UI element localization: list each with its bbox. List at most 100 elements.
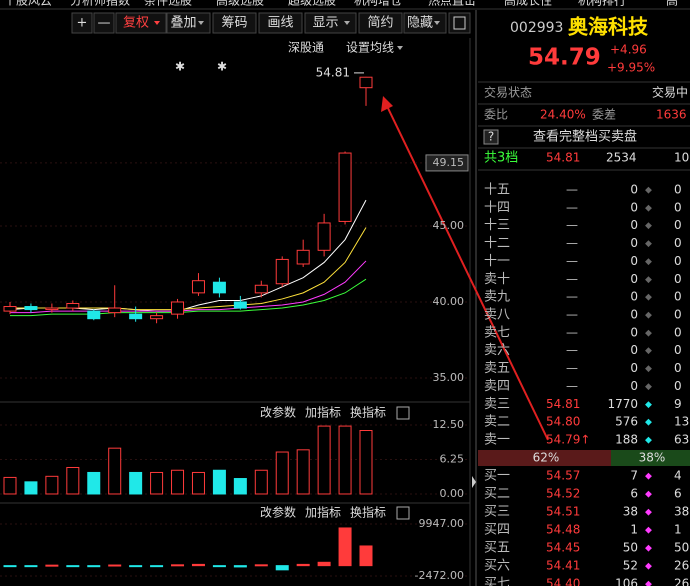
level-price: 54.41 bbox=[546, 559, 580, 573]
y-tick-label: -2472.00 bbox=[415, 569, 464, 582]
bar bbox=[87, 471, 101, 495]
toolbar-button[interactable] bbox=[304, 12, 357, 34]
level-extra: 0 bbox=[674, 218, 682, 232]
toolbar-button[interactable] bbox=[166, 12, 211, 34]
y-tick-label: 9947.00 bbox=[419, 517, 465, 530]
indicator-button[interactable]: 改参数 bbox=[260, 505, 296, 520]
menu-item[interactable]: 分析师指数 bbox=[70, 0, 130, 8]
toolbar-button[interactable] bbox=[212, 12, 257, 34]
candle-body bbox=[150, 315, 164, 320]
toolbar-button[interactable] bbox=[93, 12, 115, 34]
bar bbox=[108, 564, 122, 567]
candle-body bbox=[254, 284, 268, 294]
level-marker: ◆ bbox=[645, 186, 652, 196]
level-volume: 106 bbox=[615, 577, 638, 586]
bar bbox=[150, 471, 164, 495]
level-price: 54.48 bbox=[546, 523, 580, 537]
level-extra: 1 bbox=[674, 523, 682, 537]
level-price: 54.45 bbox=[546, 541, 580, 555]
level-price: — bbox=[566, 325, 578, 339]
menu-item[interactable]: 高级选股 bbox=[216, 0, 264, 8]
level-marker: ◆ bbox=[645, 526, 652, 536]
level-label: 买三 bbox=[484, 505, 510, 520]
high-marker-label: 54.81 bbox=[316, 65, 350, 79]
level-label: 买六 bbox=[484, 559, 510, 574]
menu-item[interactable]: 机构排行 bbox=[578, 0, 626, 8]
bar bbox=[108, 447, 122, 495]
indicator-button[interactable]: 换指标 bbox=[350, 505, 386, 520]
bar bbox=[3, 565, 17, 568]
price: 54.79 bbox=[528, 45, 601, 71]
level-marker: ◆ bbox=[645, 203, 652, 213]
indicator-button[interactable]: 换指标 bbox=[350, 405, 386, 420]
level-volume: 0 bbox=[630, 325, 638, 339]
level-label: 卖十 bbox=[484, 272, 510, 287]
level-extra: 0 bbox=[674, 325, 682, 339]
level-marker: ◆ bbox=[645, 418, 652, 428]
toolbar-button[interactable] bbox=[448, 12, 471, 34]
menu-item[interactable]: 高成长性 bbox=[504, 0, 552, 8]
menu-item[interactable]: 条件选股 bbox=[144, 0, 192, 8]
indicator-button[interactable]: 改参数 bbox=[260, 405, 296, 420]
annotation[interactable]: 深股通 bbox=[288, 41, 324, 55]
close-button[interactable] bbox=[396, 506, 410, 520]
toolbar-label: — bbox=[98, 16, 111, 31]
level-volume: 1 bbox=[630, 523, 638, 537]
level-label: 买二 bbox=[484, 487, 510, 502]
toolbar-button[interactable] bbox=[258, 12, 303, 34]
level-extra: 0 bbox=[674, 183, 682, 197]
toolbar-button[interactable] bbox=[403, 12, 447, 34]
level-label: 卖一 bbox=[484, 433, 510, 448]
menu-item[interactable]: 热点直击 bbox=[428, 0, 476, 8]
level-volume: 0 bbox=[630, 236, 638, 250]
bar bbox=[338, 527, 352, 567]
menu-item[interactable]: 机构增仓 bbox=[354, 0, 402, 8]
level-volume: 6 bbox=[630, 487, 638, 501]
candle-body bbox=[171, 301, 185, 315]
level-volume: 38 bbox=[623, 505, 638, 519]
menu-item[interactable]: 高 bbox=[666, 0, 678, 8]
level-marker: ◆ bbox=[645, 562, 652, 572]
bar bbox=[359, 430, 373, 495]
toolbar-button[interactable] bbox=[358, 12, 403, 34]
level-price: — bbox=[566, 236, 578, 250]
ask-pct: 62% bbox=[533, 451, 560, 465]
annotation[interactable]: 设置均线 bbox=[346, 41, 394, 55]
menu-item[interactable]: 超级选股 bbox=[288, 0, 336, 8]
ma-line bbox=[10, 227, 367, 311]
arrow-head bbox=[381, 96, 393, 112]
menu-item[interactable]: 个股风云 bbox=[4, 0, 52, 8]
y-tick-label: 6.25 bbox=[440, 452, 465, 465]
toolbar-button[interactable] bbox=[115, 12, 167, 34]
level-marker: ◆ bbox=[645, 293, 652, 303]
close-button[interactable] bbox=[396, 406, 410, 420]
level-volume: 0 bbox=[630, 183, 638, 197]
level-label: 买四 bbox=[484, 523, 510, 538]
level-label: 十四 bbox=[484, 200, 510, 215]
level-extra: 0 bbox=[674, 379, 682, 393]
bar bbox=[129, 471, 143, 495]
collapse-handle[interactable] bbox=[472, 476, 476, 488]
level-volume: 0 bbox=[630, 200, 638, 214]
candle-body bbox=[317, 222, 331, 251]
candle-body bbox=[45, 307, 59, 311]
toolbar-button[interactable] bbox=[71, 12, 93, 34]
label: 交易状态 bbox=[484, 85, 532, 100]
link[interactable]: 查看完整档买卖盘 bbox=[533, 129, 637, 145]
ma-line bbox=[10, 278, 367, 317]
level-volume: 0 bbox=[630, 343, 638, 357]
toolbar-label: 叠加 bbox=[170, 16, 196, 31]
bar bbox=[212, 565, 226, 568]
dropdown-arrow bbox=[198, 21, 204, 25]
level-extra: 0 bbox=[674, 236, 682, 250]
dropdown-arrow bbox=[154, 21, 160, 25]
indicator-button[interactable]: 加指标 bbox=[305, 505, 341, 520]
toolbar-label: 筹码 bbox=[221, 15, 247, 31]
bar bbox=[254, 564, 268, 567]
level-price: — bbox=[566, 308, 578, 322]
bar bbox=[191, 471, 205, 495]
bar bbox=[233, 478, 247, 495]
indicator-button[interactable]: 加指标 bbox=[305, 405, 341, 420]
y-tick-label: 12.50 bbox=[433, 418, 465, 431]
